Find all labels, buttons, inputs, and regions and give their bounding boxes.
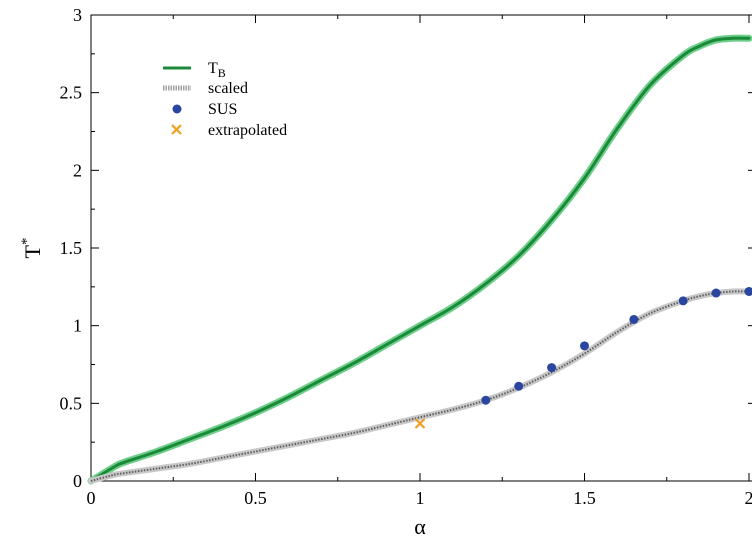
x-tick-label: 0.5 bbox=[244, 488, 267, 508]
y-tick-label: 1 bbox=[73, 316, 82, 336]
legend: TB scaled SUS extrapolated bbox=[163, 60, 287, 139]
series-scaled-band bbox=[88, 288, 752, 484]
x-tick-label: 1 bbox=[416, 488, 425, 508]
legend-label-extrapolated: extrapolated bbox=[208, 122, 287, 139]
legend-marker-sus bbox=[172, 104, 182, 114]
legend-label-tb: TB bbox=[208, 60, 226, 80]
y-axis-label: T* bbox=[19, 238, 45, 259]
sus-point bbox=[744, 286, 752, 296]
x-axis-label: α bbox=[414, 514, 426, 539]
x-tick-label: 1.5 bbox=[573, 488, 596, 508]
y-tick-label: 1.5 bbox=[60, 238, 83, 258]
y-tick-label: 0.5 bbox=[60, 393, 83, 413]
extrapolated-stroke bbox=[414, 418, 426, 429]
sus-point bbox=[514, 381, 524, 391]
sus-point bbox=[547, 363, 557, 373]
sus-point bbox=[678, 296, 688, 306]
legend-label-tb-sub: B bbox=[218, 66, 226, 80]
legend-label-sus: SUS bbox=[208, 101, 237, 118]
sus-point bbox=[711, 288, 721, 298]
legend-label-tb-main: T bbox=[208, 60, 218, 77]
y-tick-label: 3 bbox=[73, 5, 82, 25]
sus-point bbox=[580, 341, 589, 351]
y-axis-label-sup: * bbox=[19, 238, 35, 246]
y-tick-label: 2 bbox=[73, 160, 82, 180]
sus-point bbox=[481, 395, 491, 405]
series-scaled-line bbox=[90, 290, 750, 482]
series-tb-line bbox=[89, 36, 751, 483]
sus-point bbox=[629, 314, 639, 324]
y-tick-label: 2.5 bbox=[60, 83, 83, 103]
extrapolated-point bbox=[414, 418, 426, 429]
y-tick-label: 0 bbox=[73, 471, 82, 491]
x-tick-label: 2 bbox=[745, 488, 752, 508]
legend-label-scaled: scaled bbox=[208, 80, 248, 97]
y-axis-label-main: T bbox=[20, 244, 45, 258]
x-tick-label: 0 bbox=[87, 488, 96, 508]
legend-marker-extrapolated bbox=[171, 124, 182, 135]
